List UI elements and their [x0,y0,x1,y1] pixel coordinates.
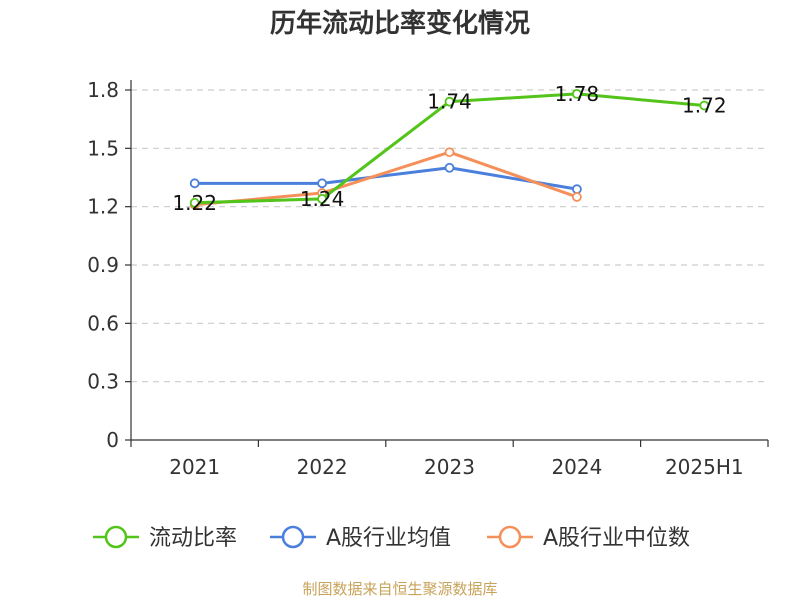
data-point [189,178,200,189]
data-label: 1.78 [555,82,600,106]
chart-title: 历年流动比率变化情况 [270,8,530,39]
data-point [444,96,455,107]
x-tick-label: 2024 [551,455,602,479]
grid [131,89,768,383]
data-point [444,147,455,158]
series-line-1 [194,166,578,191]
y-tick-label: 0.3 [87,370,119,394]
legend-label: 流动比率 [149,526,237,551]
data-label: 1.74 [427,90,472,114]
axes: 0 0.3 0.6 0.9 1.2 1.5 1.8 2021 2022 2023 2024 2025H… [87,78,769,479]
data-label: 1.72 [682,94,727,118]
data-point [572,192,582,202]
data-point [189,197,200,208]
y-tick-label: 1.5 [87,136,119,160]
series-line-2 [194,150,578,207]
data-label: 1.24 [300,187,345,211]
y-tick-label: 1.8 [87,78,119,102]
data-point [572,88,582,99]
legend: 流动比率 A股行业均值 A股行业中位数 [93,525,690,551]
data-label: 1.22 [172,191,217,215]
data-point [699,100,710,111]
y-tick-label: 0.6 [87,311,119,335]
series-group [189,88,710,210]
y-tick-label: 0.9 [87,253,119,277]
x-tick-label: 2021 [169,455,220,479]
x-tick-label: 2023 [424,455,475,479]
legend-marker [498,525,522,549]
data-point [444,162,455,173]
legend-marker [104,525,128,549]
source-note: 制图数据来自恒生聚源数据库 [302,580,497,598]
y-tick-label: 0 [106,428,119,452]
legend-marker [281,525,305,549]
data-labels: 1.22 1.24 1.74 1.78 1.72 [172,82,726,215]
x-tick-label: 2022 [297,455,348,479]
data-point [317,193,328,204]
y-tick-label: 1.2 [87,195,119,219]
legend-label: A股行业均值 [326,526,451,551]
legend-label: A股行业中位数 [543,526,690,551]
data-point [572,184,582,195]
data-point [317,178,328,189]
x-tick-label: 2025H1 [665,455,744,479]
